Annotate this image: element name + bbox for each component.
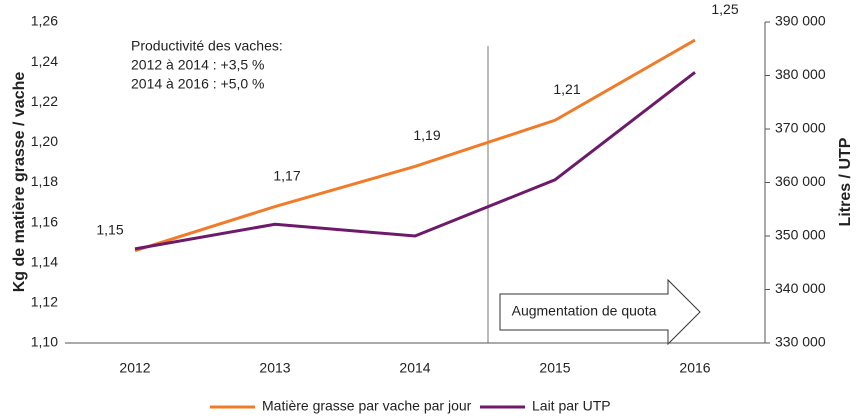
y2-tick-label: 350 000 [775,227,826,243]
y2-tick-label: 380 000 [775,66,826,82]
y-tick-label: 1,26 [31,13,58,29]
y-tick-label: 1,20 [31,133,58,149]
legend-label: Matière grasse par vache par jour [262,398,472,414]
y2-tick-label: 370 000 [775,120,826,136]
series-line [134,71,696,251]
arrow-label: Augmentation de quota [512,303,657,319]
y2-tick-label: 340 000 [775,280,826,296]
data-label: 1,15 [96,221,123,237]
y2-tick-label: 390 000 [775,13,826,29]
y-tick-label: 1,16 [31,213,58,229]
data-label: 1,19 [413,127,440,143]
y-tick-label: 1,10 [31,334,58,350]
data-label: 1,21 [553,81,580,97]
y-tick-label: 1,12 [31,294,58,310]
y2-tick-label: 360 000 [775,173,826,189]
legend-label: Lait par UTP [532,398,611,414]
annotation: Productivité des vaches: [131,38,283,54]
y-tick-label: 1,14 [31,253,58,269]
annotation: 2014 à 2016 : +5,0 % [131,76,265,92]
x-tick-label: 2013 [259,360,290,376]
y-tick-label: 1,18 [31,173,58,189]
data-label: 1,17 [273,167,300,183]
y2-tick-label: 330 000 [775,334,826,350]
x-tick-label: 2012 [119,360,150,376]
x-tick-label: 2014 [399,360,430,376]
data-label: 1,25 [711,1,738,17]
y-tick-label: 1,22 [31,93,58,109]
x-tick-label: 2016 [679,360,710,376]
annotation: 2012 à 2014 : +3,5 % [131,57,265,73]
y2-axis-title: Litres / UTP [837,137,854,226]
x-tick-label: 2015 [539,360,570,376]
y-tick-label: 1,24 [31,53,58,69]
y-axis-title: Kg de matière grasse / vache [11,72,28,293]
series-line [134,38,696,253]
quota-arrow [499,278,701,346]
